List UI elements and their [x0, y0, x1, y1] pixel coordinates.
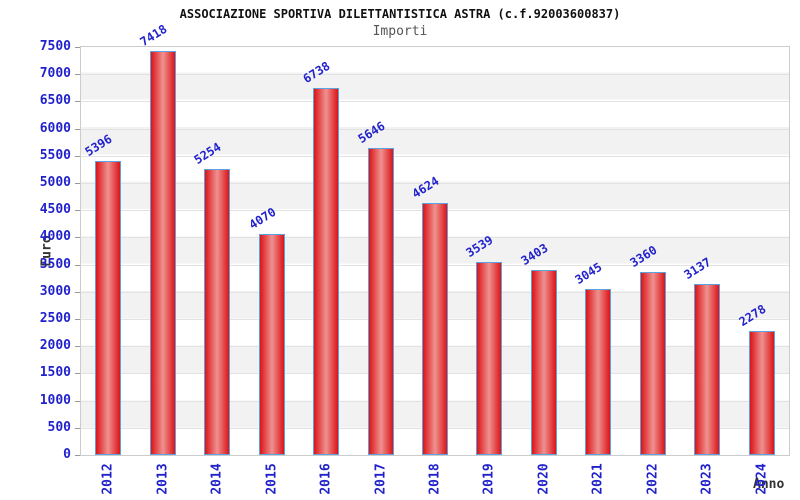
- bar-value-label-2023: 3137: [681, 255, 714, 283]
- y-tick-mark: [75, 128, 80, 130]
- y-tick-label-7000: 7000: [39, 66, 71, 82]
- y-tick-label-6000: 6000: [39, 120, 71, 136]
- y-tick-label-1000: 1000: [39, 392, 71, 408]
- bar-value-label-2024: 2278: [736, 301, 769, 330]
- y-tick-label-5000: 5000: [39, 175, 71, 190]
- bar-2018: [422, 203, 448, 455]
- bar-2015: [258, 233, 285, 455]
- x-tick-label-2017: 2017: [373, 463, 389, 495]
- y-tick-label-3500: 3500: [39, 256, 71, 272]
- x-tick-label-2023: 2023: [699, 463, 715, 495]
- y-tick-mark: [75, 47, 80, 48]
- y-tick-mark: [75, 155, 80, 157]
- x-axis-title: Anno: [753, 477, 785, 492]
- y-tick-label-7500: 7500: [39, 39, 71, 54]
- gridline-6000: [81, 128, 789, 130]
- x-tick-label-2019: 2019: [481, 463, 497, 495]
- x-tick-label-2014: 2014: [209, 463, 225, 495]
- y-tick-label-5500: 5500: [39, 147, 71, 163]
- bar-2020: [530, 269, 557, 455]
- bar-value-label-2022: 3360: [627, 243, 660, 271]
- bar-value-label-2018: 4624: [409, 174, 442, 202]
- y-tick-mark: [75, 291, 80, 293]
- y-tick-mark: [75, 264, 80, 266]
- bar-2014: [204, 169, 231, 455]
- bar-2013: [149, 51, 176, 455]
- x-tick-label-2021: 2021: [590, 463, 606, 495]
- bar-2024: [748, 331, 775, 455]
- bar-2021: [585, 289, 612, 455]
- y-tick-mark: [75, 400, 80, 402]
- y-tick-mark: [75, 74, 80, 76]
- y-tick-label-4000: 4000: [39, 229, 71, 245]
- x-tick-label-2022: 2022: [645, 463, 661, 495]
- y-tick-mark: [75, 319, 80, 320]
- gridline-7000: [81, 74, 789, 76]
- plot-area: 5396 7418 5254 4070 6738 5646 4624 3539 3403 3045…: [80, 22, 790, 456]
- y-tick-mark: [75, 346, 80, 348]
- x-tick-label-2024: 2024: [754, 463, 770, 495]
- y-tick-label-4500: 4500: [39, 202, 71, 218]
- bar-2012: [95, 161, 122, 455]
- y-tick-mark: [75, 455, 80, 456]
- x-tick-label-2013: 2013: [155, 463, 171, 495]
- bar-value-label-2017: 5646: [355, 118, 388, 146]
- x-tick-label-2016: 2016: [318, 463, 334, 495]
- y-tick-label-2500: 2500: [39, 311, 71, 326]
- y-tick-label-3000: 3000: [39, 283, 71, 299]
- y-tick-label-0: 0: [63, 447, 71, 462]
- y-tick-mark: [75, 237, 80, 239]
- y-tick-mark: [75, 373, 80, 375]
- x-tick-label-2020: 2020: [536, 463, 552, 495]
- x-tick-label-2012: 2012: [100, 463, 116, 495]
- y-tick-mark: [75, 210, 80, 212]
- chart-title: ASSOCIAZIONE SPORTIVA DILETTANTISTICA AS…: [179, 7, 621, 21]
- y-tick-mark: [75, 427, 80, 429]
- gridline-6500: [81, 101, 789, 103]
- bar-value-label-2016: 6738: [300, 59, 333, 87]
- bar-2023: [694, 284, 721, 455]
- chart-subtitle: Importi: [372, 24, 428, 39]
- bar-value-label-2015: 4070: [246, 204, 279, 232]
- y-tick-mark: [75, 101, 80, 103]
- bar-2019: [476, 262, 503, 455]
- bar-value-label-2014: 5254: [191, 139, 224, 168]
- y-tick-label-1500: 1500: [39, 365, 71, 381]
- gridline-5000: [81, 183, 789, 184]
- bar-2022: [639, 272, 666, 455]
- x-tick-label-2015: 2015: [264, 463, 280, 495]
- y-tick-mark: [75, 183, 80, 184]
- gridline-5500: [81, 155, 789, 157]
- y-tick-label-2000: 2000: [39, 338, 71, 354]
- y-tick-label-6500: 6500: [39, 93, 71, 109]
- bar-2016: [313, 88, 340, 455]
- y-tick-label-500: 500: [47, 419, 71, 435]
- bar-2017: [367, 147, 394, 455]
- x-tick-label-2018: 2018: [427, 463, 443, 495]
